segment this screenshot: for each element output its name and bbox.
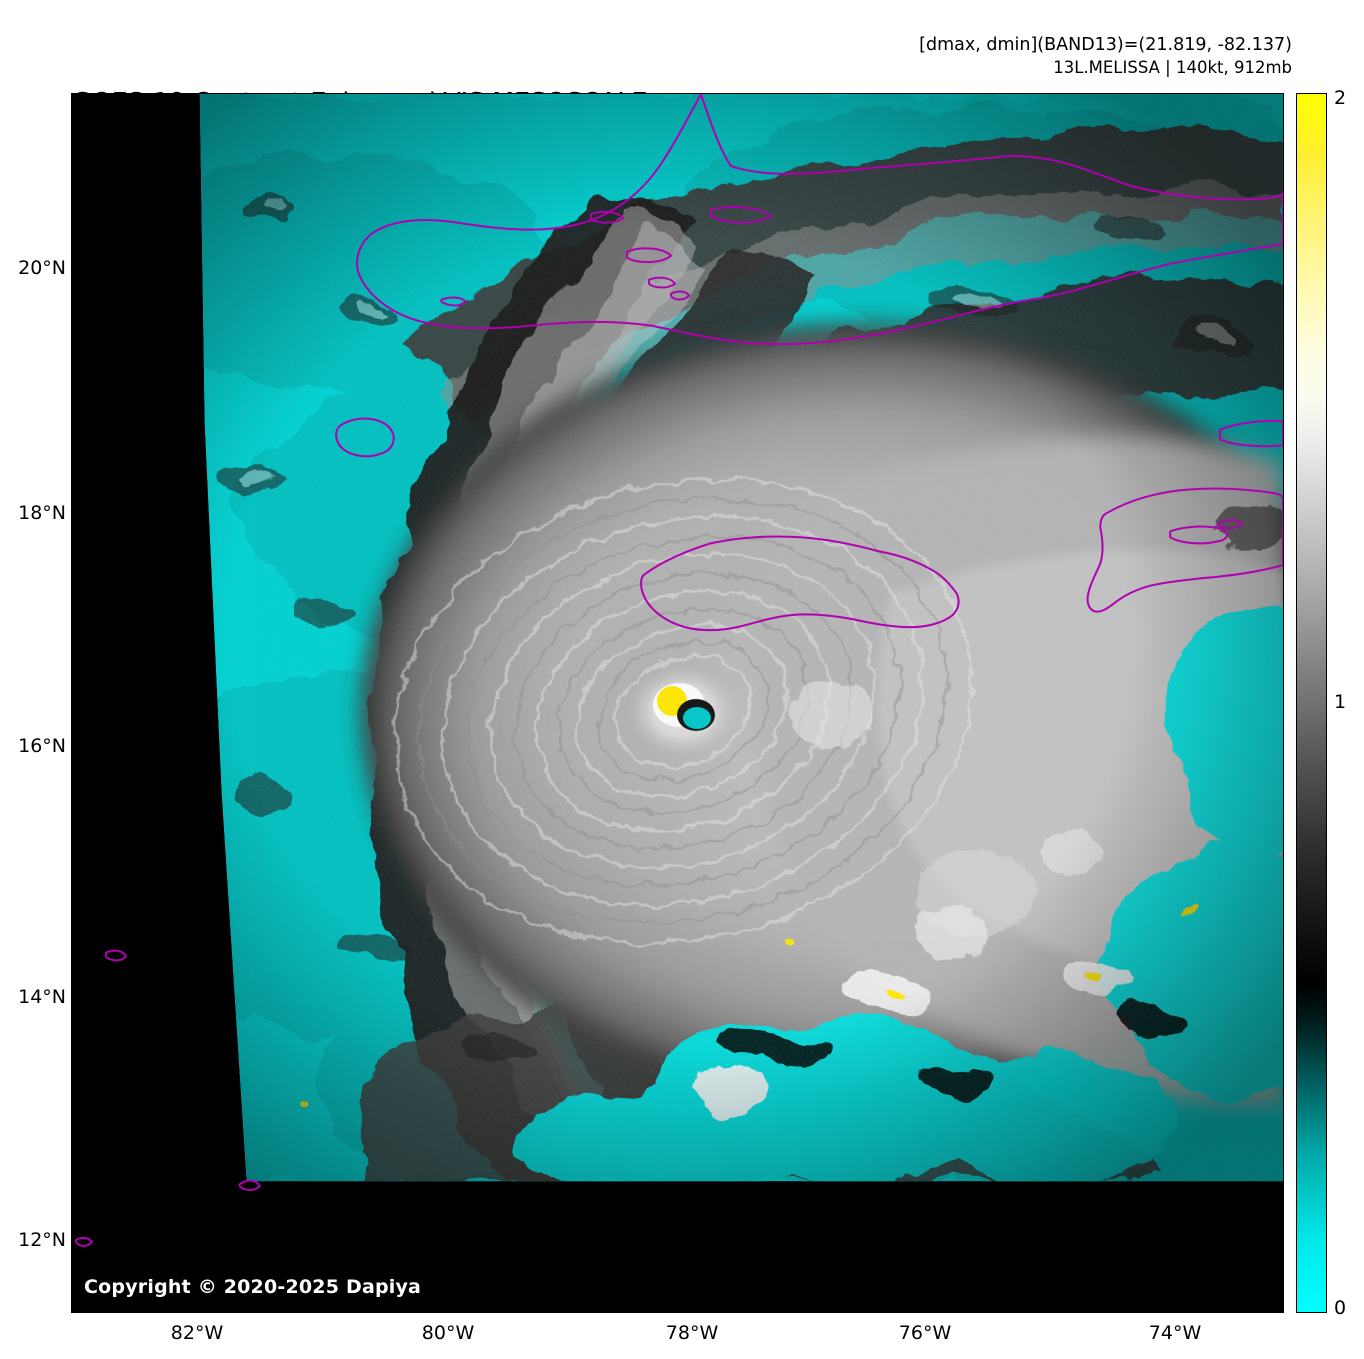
coastline-keys-3 xyxy=(670,290,690,301)
storm-info-line: 13L.MELISSA | 140kt, 912mb xyxy=(1053,58,1292,78)
xtick-label: 82°W xyxy=(170,1322,224,1344)
coastline-island-sw-2 xyxy=(238,1179,261,1191)
coastline-island-sw-1 xyxy=(104,949,127,962)
ytick-label: 18°N xyxy=(18,502,66,524)
ytick-label: 14°N xyxy=(18,986,66,1008)
vignette xyxy=(199,94,1283,1182)
colorbar-tick-max: 2 xyxy=(1334,87,1347,109)
coastline-overlay xyxy=(74,94,1283,1247)
ytick-label: 12°N xyxy=(18,1229,66,1251)
dminmax-line: [dmax, dmin](BAND13)=(21.819, -82.137) xyxy=(919,35,1292,55)
swath-group xyxy=(199,94,1283,1182)
colorbar-tick-mid: 1 xyxy=(1334,691,1347,713)
header-right-block: [dmax, dmin](BAND13)=(21.819, -82.137) 1… xyxy=(919,33,1292,80)
coastline-hispaniola-2 xyxy=(1169,525,1228,545)
xtick-label: 74°W xyxy=(1148,1322,1202,1344)
coastline-cayman xyxy=(440,296,467,307)
copyright-notice: Copyright © 2020-2025 Dapiya xyxy=(84,1276,422,1298)
coastline-hispaniola xyxy=(1086,487,1283,613)
coastline-cuba xyxy=(356,94,1283,346)
xtick-label: 76°W xyxy=(898,1322,952,1344)
colorbar-tick-min: 0 xyxy=(1334,1297,1347,1319)
coastline-keys-west xyxy=(590,210,625,224)
coastline-keys-4 xyxy=(709,205,772,224)
coastline-jamaica xyxy=(640,535,960,632)
ytick-label: 20°N xyxy=(18,257,66,279)
xtick-label: 78°W xyxy=(665,1322,719,1344)
satellite-imagery-canvas xyxy=(72,94,1283,1312)
ytick-label: 16°N xyxy=(18,735,66,757)
coastline-keys-2 xyxy=(648,276,677,289)
coastline-island-sw-3 xyxy=(74,1236,93,1247)
coastline-isla-juventud xyxy=(335,417,395,458)
coastline-keys-1 xyxy=(626,247,673,263)
map-plot-area[interactable]: Copyright © 2020-2025 Dapiya xyxy=(71,93,1284,1313)
colorbar[interactable] xyxy=(1296,93,1327,1313)
coastline-hispaniola-inlet xyxy=(1217,519,1244,530)
coastline-hispaniola-ne xyxy=(1219,419,1283,448)
xtick-label: 80°W xyxy=(421,1322,475,1344)
